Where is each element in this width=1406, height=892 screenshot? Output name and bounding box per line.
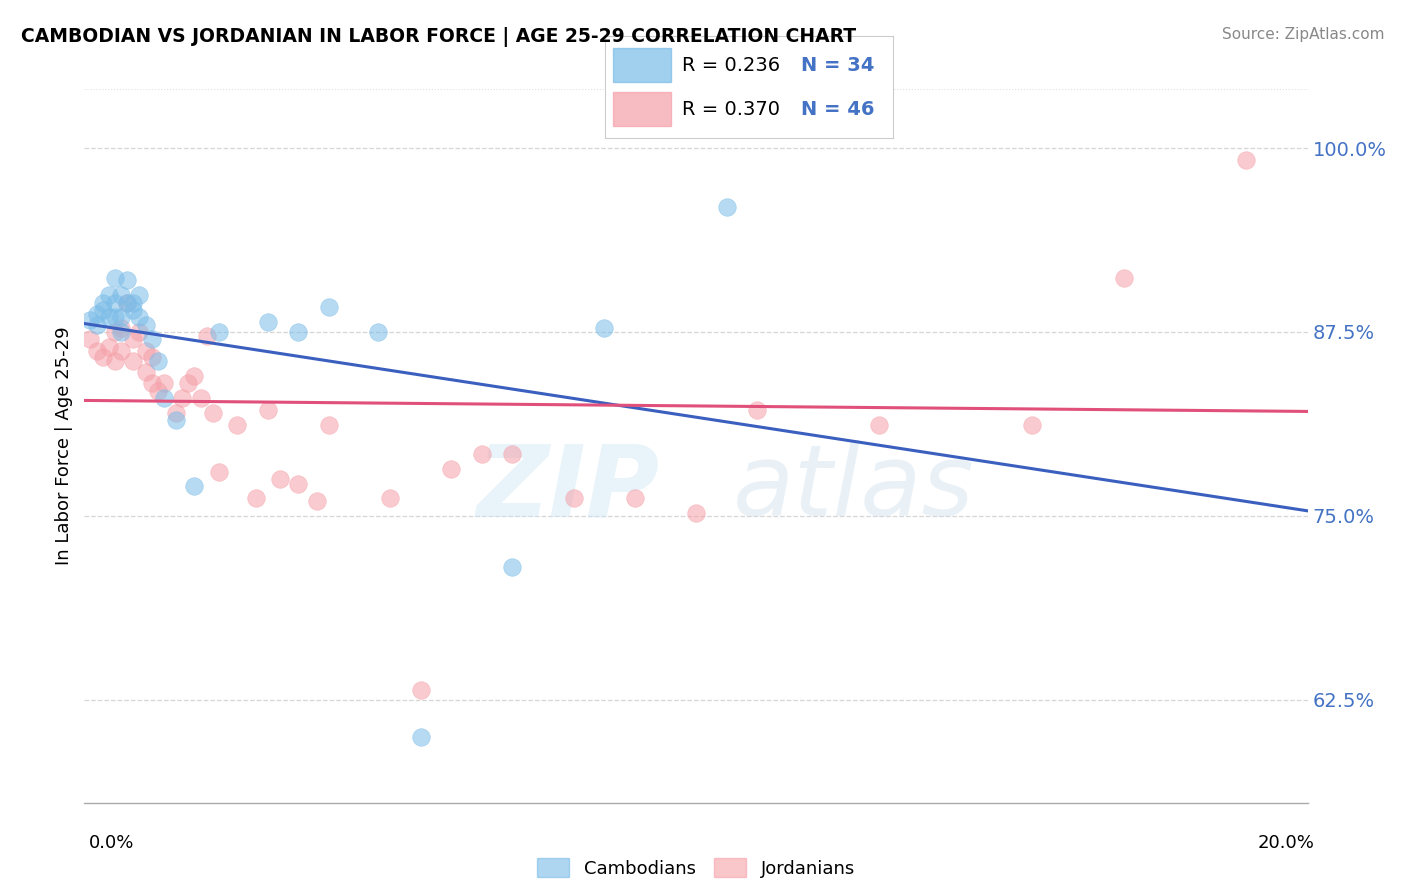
Point <box>624 491 647 506</box>
Point <box>153 391 176 405</box>
Point <box>135 365 157 379</box>
Point <box>104 310 127 325</box>
Point <box>115 295 138 310</box>
Text: CAMBODIAN VS JORDANIAN IN LABOR FORCE | AGE 25-29 CORRELATION CHART: CAMBODIAN VS JORDANIAN IN LABOR FORCE | … <box>21 27 856 46</box>
Point <box>195 329 218 343</box>
Point <box>110 288 132 302</box>
Point <box>305 494 328 508</box>
Point <box>257 403 280 417</box>
Point <box>183 369 205 384</box>
Point <box>562 491 585 506</box>
Text: N = 34: N = 34 <box>800 56 875 75</box>
Point <box>97 288 120 302</box>
Point <box>269 472 291 486</box>
Point <box>367 325 389 339</box>
FancyBboxPatch shape <box>613 92 671 126</box>
Point <box>1114 270 1136 285</box>
Point <box>122 302 145 317</box>
Point <box>135 318 157 332</box>
Point <box>128 288 150 302</box>
Point <box>86 344 108 359</box>
FancyBboxPatch shape <box>613 48 671 82</box>
Point <box>141 350 163 364</box>
Point <box>86 318 108 332</box>
Point <box>201 406 224 420</box>
Text: N = 46: N = 46 <box>800 100 875 119</box>
Point <box>245 491 267 506</box>
Text: 20.0%: 20.0% <box>1258 834 1315 852</box>
Point <box>380 491 402 506</box>
Point <box>685 506 707 520</box>
Point <box>1021 417 1043 432</box>
Point <box>104 270 127 285</box>
Point <box>128 310 150 325</box>
Legend: Cambodians, Jordanians: Cambodians, Jordanians <box>527 849 865 887</box>
Point <box>165 413 187 427</box>
Point <box>110 344 132 359</box>
Point <box>190 391 212 405</box>
Point <box>91 302 114 317</box>
Point <box>869 417 891 432</box>
Text: atlas: atlas <box>733 441 974 537</box>
Point <box>135 344 157 359</box>
Point <box>208 465 231 479</box>
Point <box>226 417 249 432</box>
Point <box>153 376 176 391</box>
Text: R = 0.236: R = 0.236 <box>682 56 780 75</box>
Point <box>122 332 145 346</box>
Point <box>110 325 132 339</box>
Point <box>440 462 463 476</box>
Point <box>502 447 524 461</box>
Point <box>122 354 145 368</box>
Y-axis label: In Labor Force | Age 25-29: In Labor Force | Age 25-29 <box>55 326 73 566</box>
Point <box>110 320 132 334</box>
Point <box>97 340 120 354</box>
Point <box>502 560 524 574</box>
Point <box>91 350 114 364</box>
Point <box>318 417 340 432</box>
Point <box>287 476 309 491</box>
Point <box>257 315 280 329</box>
Point <box>471 447 494 461</box>
Point <box>141 376 163 391</box>
Point <box>287 325 309 339</box>
Point <box>104 295 127 310</box>
Text: 0.0%: 0.0% <box>89 834 134 852</box>
Text: ZIP: ZIP <box>477 441 659 537</box>
Point <box>409 730 432 744</box>
Point <box>104 325 127 339</box>
Point <box>747 403 769 417</box>
Point <box>122 295 145 310</box>
Point <box>86 307 108 321</box>
Point <box>110 310 132 325</box>
Point <box>97 310 120 325</box>
Point <box>115 273 138 287</box>
Point <box>716 200 738 214</box>
Point <box>146 354 169 368</box>
Point <box>172 391 194 405</box>
Point <box>183 479 205 493</box>
Point <box>115 295 138 310</box>
Text: Source: ZipAtlas.com: Source: ZipAtlas.com <box>1222 27 1385 42</box>
Point <box>91 295 114 310</box>
Text: R = 0.370: R = 0.370 <box>682 100 780 119</box>
Point <box>177 376 200 391</box>
Point <box>146 384 169 398</box>
Point <box>79 332 101 346</box>
Point <box>593 320 616 334</box>
Point <box>208 325 231 339</box>
Point <box>165 406 187 420</box>
Point <box>141 332 163 346</box>
Point <box>79 313 101 327</box>
Point <box>128 325 150 339</box>
Point <box>409 682 432 697</box>
Point <box>104 354 127 368</box>
Point <box>1234 153 1257 167</box>
Point <box>318 300 340 314</box>
